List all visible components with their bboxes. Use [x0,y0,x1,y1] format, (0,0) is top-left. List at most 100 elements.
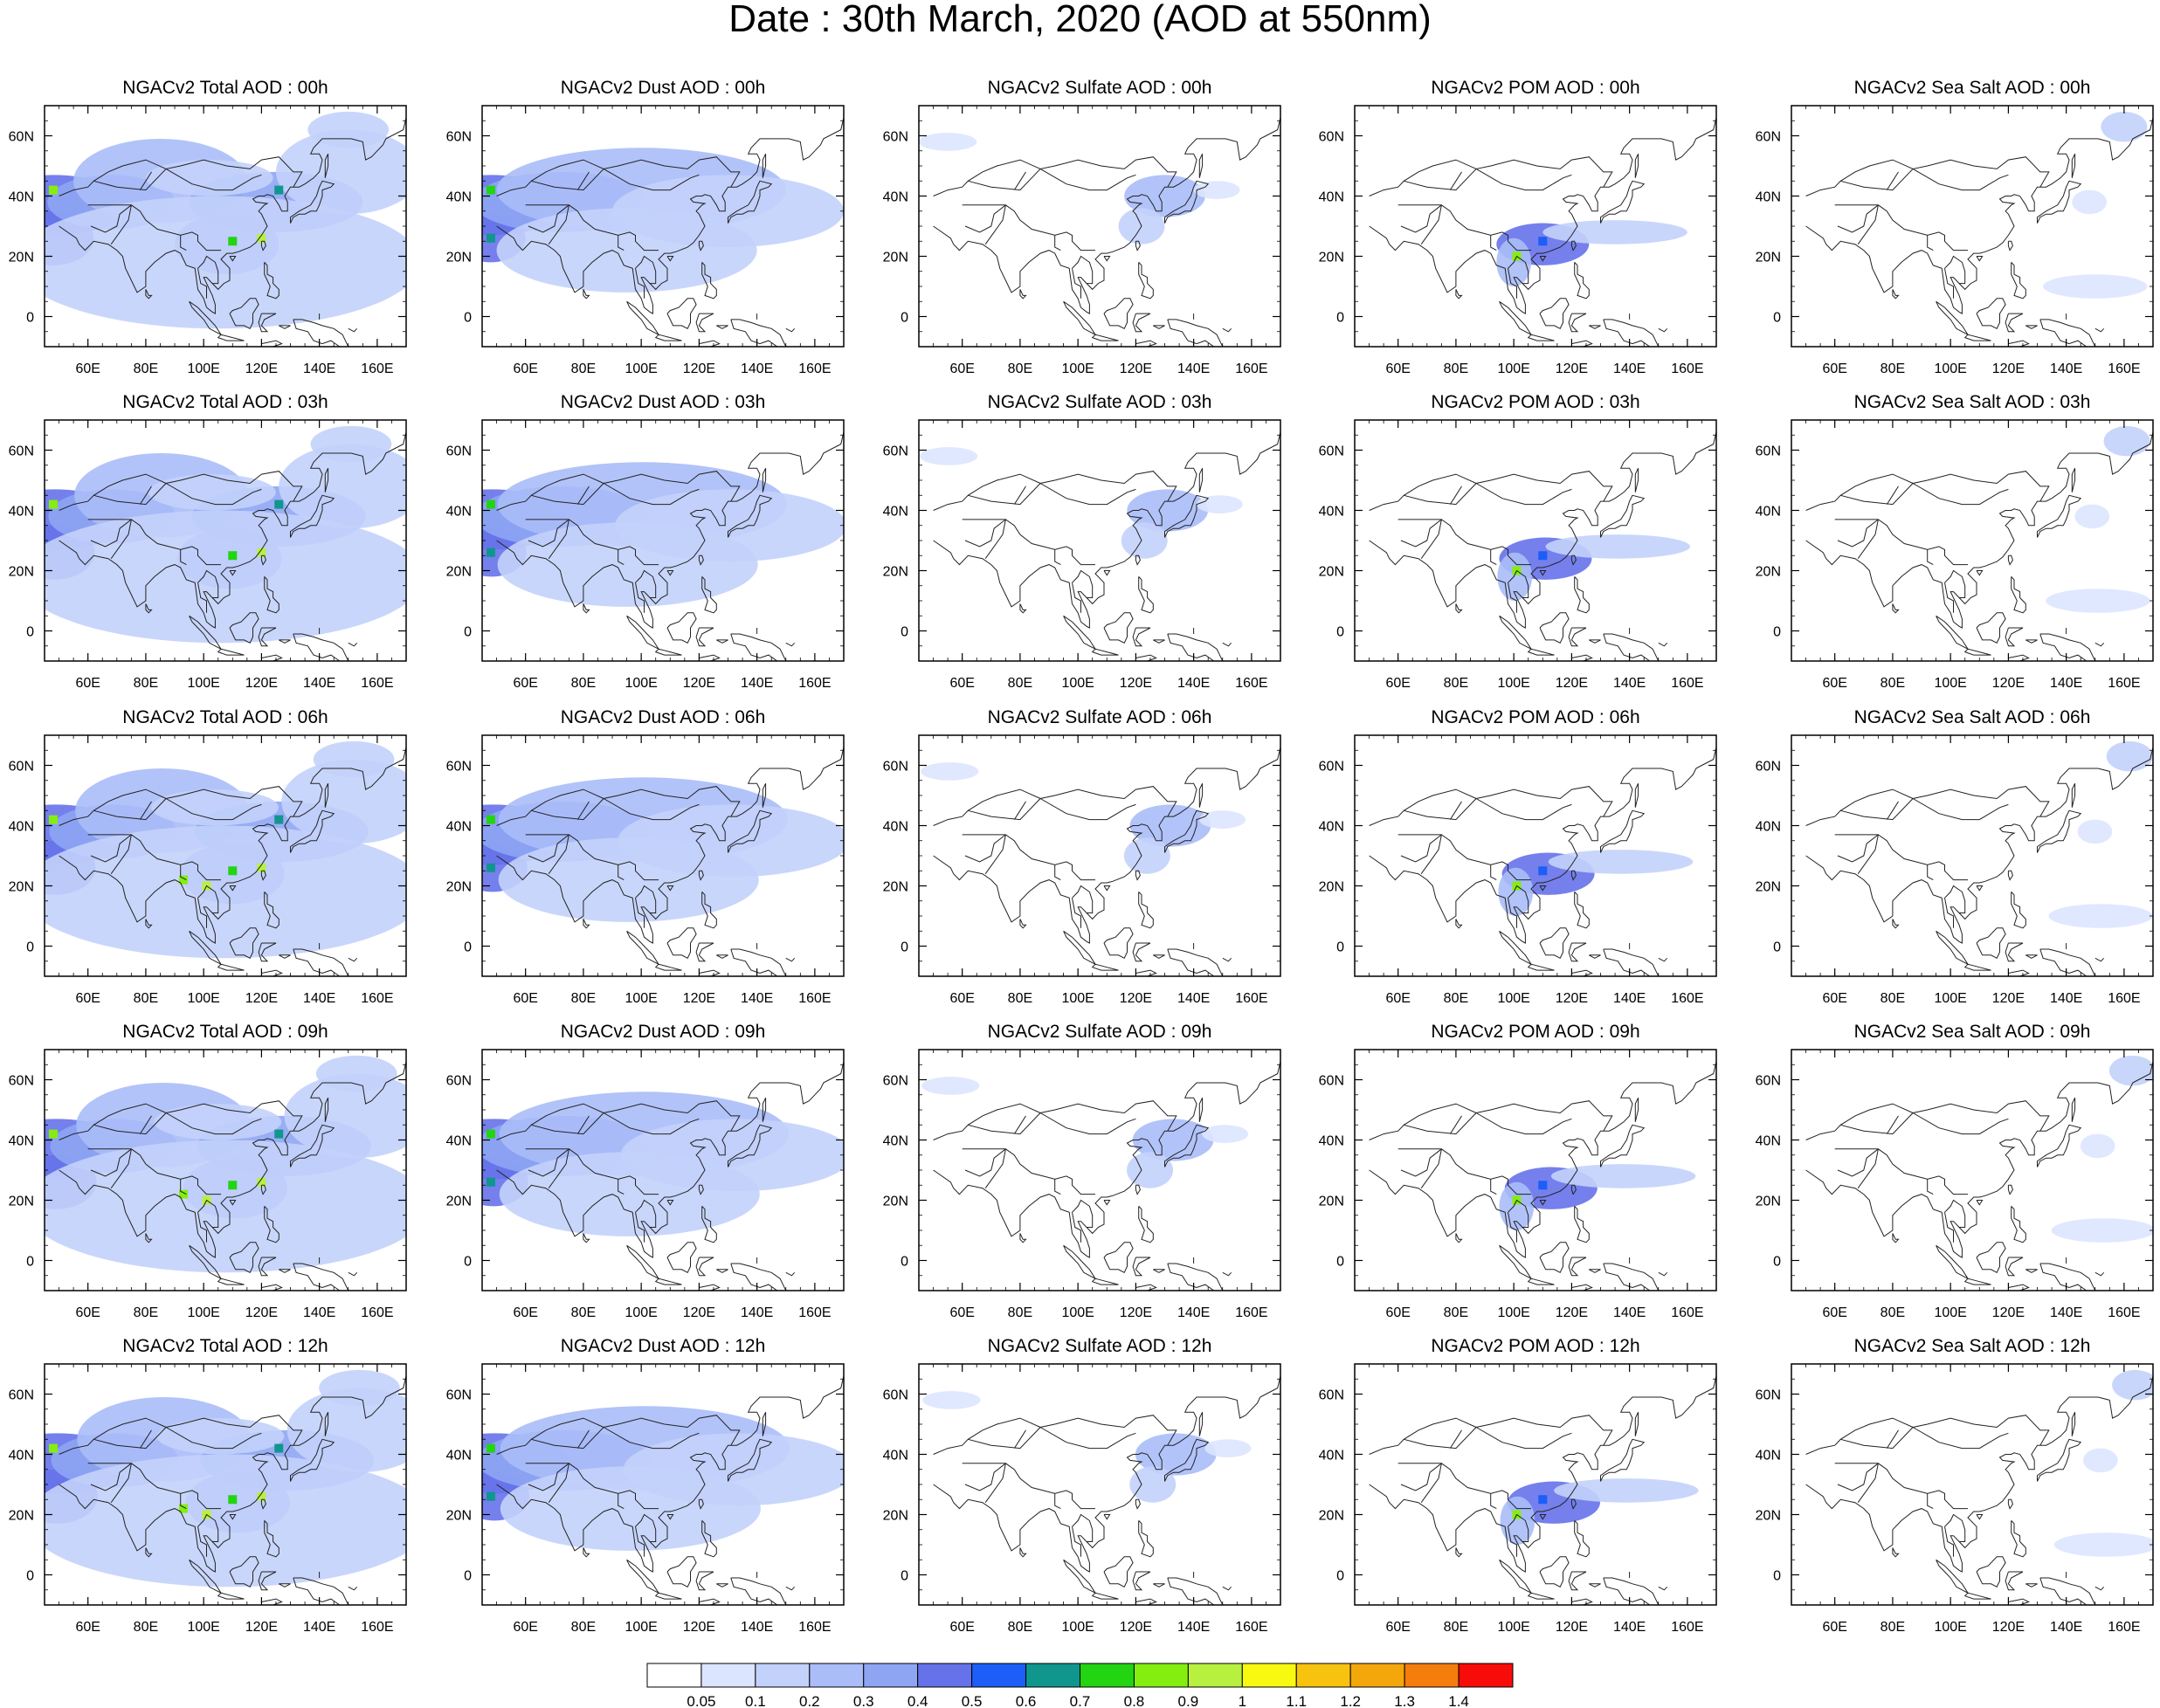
colorbar-swatch [1025,1663,1080,1688]
lat-tick-label: 0 [26,1255,34,1270]
map-panel: NGACv2 Sulfate AOD : 00h 60E 80E 100E 120E 14… [883,78,1281,376]
aod-hotspot [486,815,495,824]
coastline [496,431,844,661]
lon-tick-label: 140E [2050,362,2082,376]
aod-hotspot [486,233,495,243]
aod-hotspot [274,815,284,824]
coastline [933,117,1280,347]
colorbar-label: 0.2 [799,1693,820,1708]
aod-plume [1135,1433,1217,1476]
lat-tick-label: 60N [1756,1388,1781,1403]
aod-hotspot [486,548,495,557]
lon-tick-label: 120E [1556,362,1588,376]
aod-hotspot [1538,1181,1548,1190]
lat-tick-label: 60N [446,130,472,145]
lon-tick-label: 140E [1613,362,1646,376]
lon-tick-label: 120E [245,991,278,1006]
aod-plume [148,474,276,511]
lat-tick-label: 0 [26,940,34,955]
lon-tick-label: 100E [625,676,657,691]
lon-tick-label: 60E [513,676,537,691]
lon-tick-label: 100E [1934,676,1966,691]
aod-plume [2077,819,2113,844]
lon-tick-label: 80E [1881,991,1905,1006]
aod-hotspot [257,548,266,557]
aod-hotspot [486,1443,495,1453]
lat-tick-label: 20N [446,565,472,580]
panel-title: NGACv2 Dust AOD : 00h [561,78,766,98]
lon-tick-label: 140E [1613,1305,1646,1320]
lat-tick-label: 40N [1319,1134,1344,1149]
aod-plume [922,1391,981,1409]
panel-title: NGACv2 Sea Salt AOD : 00h [1854,78,2091,98]
lat-tick-label: 0 [901,1255,908,1270]
colorbar-label: 1.4 [1448,1693,1469,1708]
lat-tick-label: 40N [446,190,472,205]
aod-plume [2074,504,2110,529]
aod-plume [156,1418,285,1455]
panel-title: NGACv2 Total AOD : 00h [122,78,328,98]
aod-plume [499,1152,760,1236]
lon-tick-label: 160E [1671,1305,1703,1320]
lon-tick-label: 60E [513,362,537,376]
lon-tick-label: 60E [75,1305,100,1320]
lon-tick-label: 120E [1992,362,2025,376]
aod-hotspot [257,863,266,872]
lon-tick-label: 60E [75,1620,100,1635]
lon-tick-label: 160E [1671,362,1703,376]
aod-plume [1548,850,1694,874]
lon-tick-label: 160E [2108,1620,2140,1635]
panel-title: NGACv2 Sea Salt AOD : 09h [1854,1022,2091,1042]
coastline [933,1061,1280,1291]
lat-tick-label: 20N [1319,1509,1344,1524]
map-panel: NGACv2 POM AOD : 06h 60E 80E 100E 120E 140E 16… [1319,707,1717,1006]
lon-tick-label: 100E [187,1620,219,1635]
lat-tick-label: 60N [1756,444,1781,459]
coastline [1805,1061,2153,1291]
lat-tick-label: 20N [1319,1195,1344,1209]
aod-hotspot [274,499,284,509]
lat-tick-label: 20N [446,880,472,895]
lat-tick-label: 20N [1756,565,1781,580]
aod-hotspot [274,185,284,195]
lat-tick-label: 40N [883,505,908,520]
map-panel: NGACv2 Dust AOD : 09h 60E 80E 100E 120E 140E 1… [446,1022,845,1320]
panel-title: NGACv2 Sulfate AOD : 06h [988,707,1212,727]
aod-plume [145,160,273,196]
lon-tick-label: 100E [1061,362,1094,376]
lon-tick-label: 120E [1120,362,1152,376]
panel-title: NGACv2 POM AOD : 06h [1431,707,1639,727]
aod-field [482,462,844,607]
aod-plume [1123,837,1170,874]
lon-tick-label: 80E [1444,1305,1468,1320]
aod-hotspot [1538,237,1548,246]
lon-tick-label: 120E [1120,1620,1152,1635]
map-panel: NGACv2 Total AOD : 12h 60E 80E 100E 120E 140E… [9,1336,407,1635]
aod-field [921,762,1246,874]
lon-tick-label: 80E [571,991,596,1006]
lon-tick-label: 140E [2050,1305,2082,1320]
lat-tick-label: 40N [9,1134,34,1149]
aod-field [45,1055,406,1273]
aod-plume [496,208,757,293]
lon-tick-label: 100E [1497,676,1529,691]
lon-tick-label: 80E [1881,1305,1905,1320]
lon-tick-label: 80E [134,1620,158,1635]
lon-tick-label: 120E [1556,991,1588,1006]
colorbar-label: 0.05 [687,1693,715,1708]
aod-plume [1198,810,1246,829]
lat-tick-label: 40N [1319,190,1344,205]
colorbar-swatch [755,1663,811,1688]
coastline [496,1061,844,1291]
lat-tick-label: 60N [9,760,34,775]
aod-hotspot [257,233,266,243]
lat-tick-label: 0 [464,311,472,326]
lon-tick-label: 60E [949,676,974,691]
aod-field [1498,850,1694,916]
aod-field [482,1406,844,1551]
lat-tick-label: 20N [1319,565,1344,580]
lat-tick-label: 40N [883,820,908,835]
lon-tick-label: 120E [1556,676,1588,691]
coastline [496,747,844,976]
aod-hotspot [48,499,58,509]
